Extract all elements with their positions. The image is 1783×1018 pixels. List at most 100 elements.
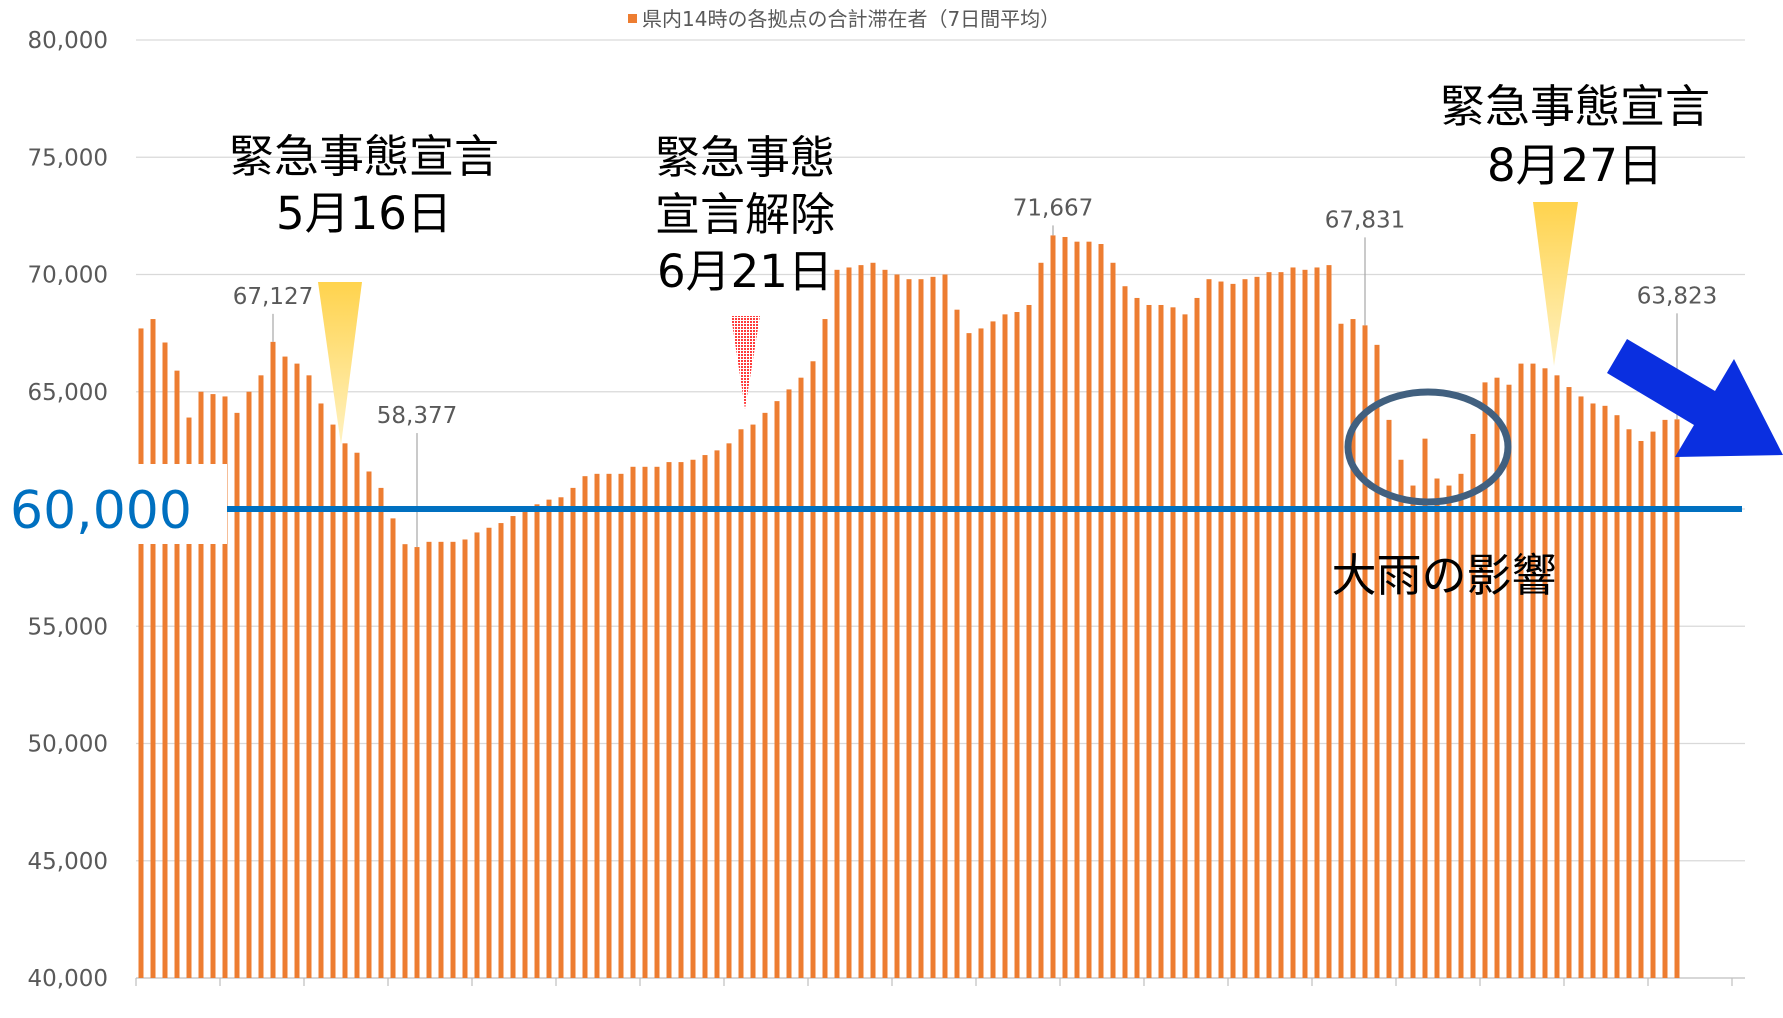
bar bbox=[474, 532, 480, 978]
bar bbox=[786, 389, 792, 978]
bar bbox=[750, 424, 756, 979]
declaration-marker bbox=[318, 282, 362, 445]
bar bbox=[1554, 375, 1560, 979]
bar bbox=[1062, 236, 1068, 979]
y-tick-label: 40,000 bbox=[28, 966, 108, 992]
bar bbox=[642, 466, 648, 978]
bar bbox=[1302, 269, 1308, 978]
bar bbox=[1482, 382, 1488, 978]
value-labels: 67,127 58,377 71,667 67,831 63,823 bbox=[233, 195, 1717, 548]
rain-circle bbox=[1344, 388, 1512, 506]
annotation: 6月21日 bbox=[657, 245, 833, 298]
bar bbox=[354, 452, 360, 979]
bar bbox=[822, 319, 828, 978]
bar bbox=[1674, 419, 1680, 978]
bar bbox=[990, 321, 996, 978]
bar bbox=[978, 328, 984, 978]
bar bbox=[174, 370, 180, 978]
bar bbox=[1626, 429, 1632, 978]
bar bbox=[246, 391, 252, 978]
bar bbox=[1386, 419, 1392, 978]
value-label: 67,127 bbox=[233, 284, 313, 310]
bar bbox=[1614, 415, 1620, 978]
bar bbox=[414, 547, 420, 978]
bar bbox=[1278, 272, 1284, 978]
bar bbox=[1158, 304, 1164, 978]
bar bbox=[1206, 279, 1212, 978]
bar bbox=[210, 394, 216, 979]
bar bbox=[762, 412, 768, 979]
bar bbox=[1230, 283, 1236, 978]
value-label: 58,377 bbox=[377, 403, 457, 429]
bar bbox=[1194, 297, 1200, 978]
bar bbox=[1410, 485, 1416, 978]
bar bbox=[138, 328, 144, 978]
reference-label-box bbox=[0, 464, 227, 544]
bar bbox=[678, 462, 684, 979]
bar bbox=[534, 504, 540, 978]
bar bbox=[918, 279, 924, 978]
bar bbox=[858, 265, 864, 978]
bar bbox=[930, 276, 936, 979]
bar bbox=[1446, 485, 1452, 978]
bar bbox=[306, 375, 312, 979]
bar bbox=[1338, 323, 1344, 978]
bar bbox=[1122, 286, 1128, 979]
bar bbox=[702, 455, 708, 978]
bar bbox=[1350, 319, 1356, 978]
bar bbox=[1362, 325, 1368, 978]
bar bbox=[1662, 419, 1668, 978]
legend-label: 県内14時の各拠点の合計滞在者（7日間平均） bbox=[642, 7, 1060, 31]
bar bbox=[582, 476, 588, 978]
bar bbox=[1242, 279, 1248, 978]
bar bbox=[1518, 363, 1524, 978]
bar bbox=[1134, 297, 1140, 978]
bar bbox=[906, 279, 912, 978]
bar bbox=[186, 417, 192, 978]
value-label: 63,823 bbox=[1637, 283, 1717, 309]
bar bbox=[1602, 405, 1608, 978]
bar bbox=[1458, 473, 1464, 978]
bar bbox=[1038, 262, 1044, 978]
bar bbox=[390, 518, 396, 978]
bar bbox=[666, 462, 672, 979]
bar bbox=[150, 319, 156, 978]
bar bbox=[870, 262, 876, 978]
bar bbox=[1422, 438, 1428, 978]
bar bbox=[1326, 265, 1332, 978]
bar bbox=[1110, 262, 1116, 978]
bar bbox=[894, 274, 900, 978]
bar bbox=[270, 341, 276, 979]
bar bbox=[882, 269, 888, 978]
bar bbox=[1026, 304, 1032, 978]
bar bbox=[966, 333, 972, 978]
bar bbox=[654, 466, 660, 978]
bar bbox=[1578, 396, 1584, 978]
bar bbox=[258, 375, 264, 979]
bar bbox=[162, 342, 168, 978]
annotation: 8月27日 bbox=[1487, 139, 1663, 192]
bar bbox=[1266, 272, 1272, 978]
bar bbox=[1530, 363, 1536, 978]
bar bbox=[1050, 235, 1056, 979]
annotation: 緊急事態 bbox=[655, 131, 835, 184]
bar bbox=[1182, 314, 1188, 978]
y-tick-label: 55,000 bbox=[28, 614, 108, 640]
bar bbox=[1398, 459, 1404, 978]
bar bbox=[630, 466, 636, 978]
value-label: 67,831 bbox=[1325, 207, 1405, 233]
bar bbox=[954, 309, 960, 978]
y-tick-label: 65,000 bbox=[28, 380, 108, 406]
bar bbox=[1290, 267, 1296, 979]
y-tick-label: 70,000 bbox=[28, 263, 108, 289]
bar bbox=[510, 516, 516, 978]
annotation: 大雨の影響 bbox=[1331, 549, 1556, 602]
bars bbox=[138, 235, 1680, 979]
annotation: 緊急事態宣言 bbox=[1440, 80, 1710, 133]
bar bbox=[1590, 403, 1596, 979]
bar bbox=[282, 356, 288, 978]
y-tick-label: 75,000 bbox=[28, 145, 108, 171]
legend-swatch bbox=[628, 14, 637, 23]
bar bbox=[330, 424, 336, 979]
